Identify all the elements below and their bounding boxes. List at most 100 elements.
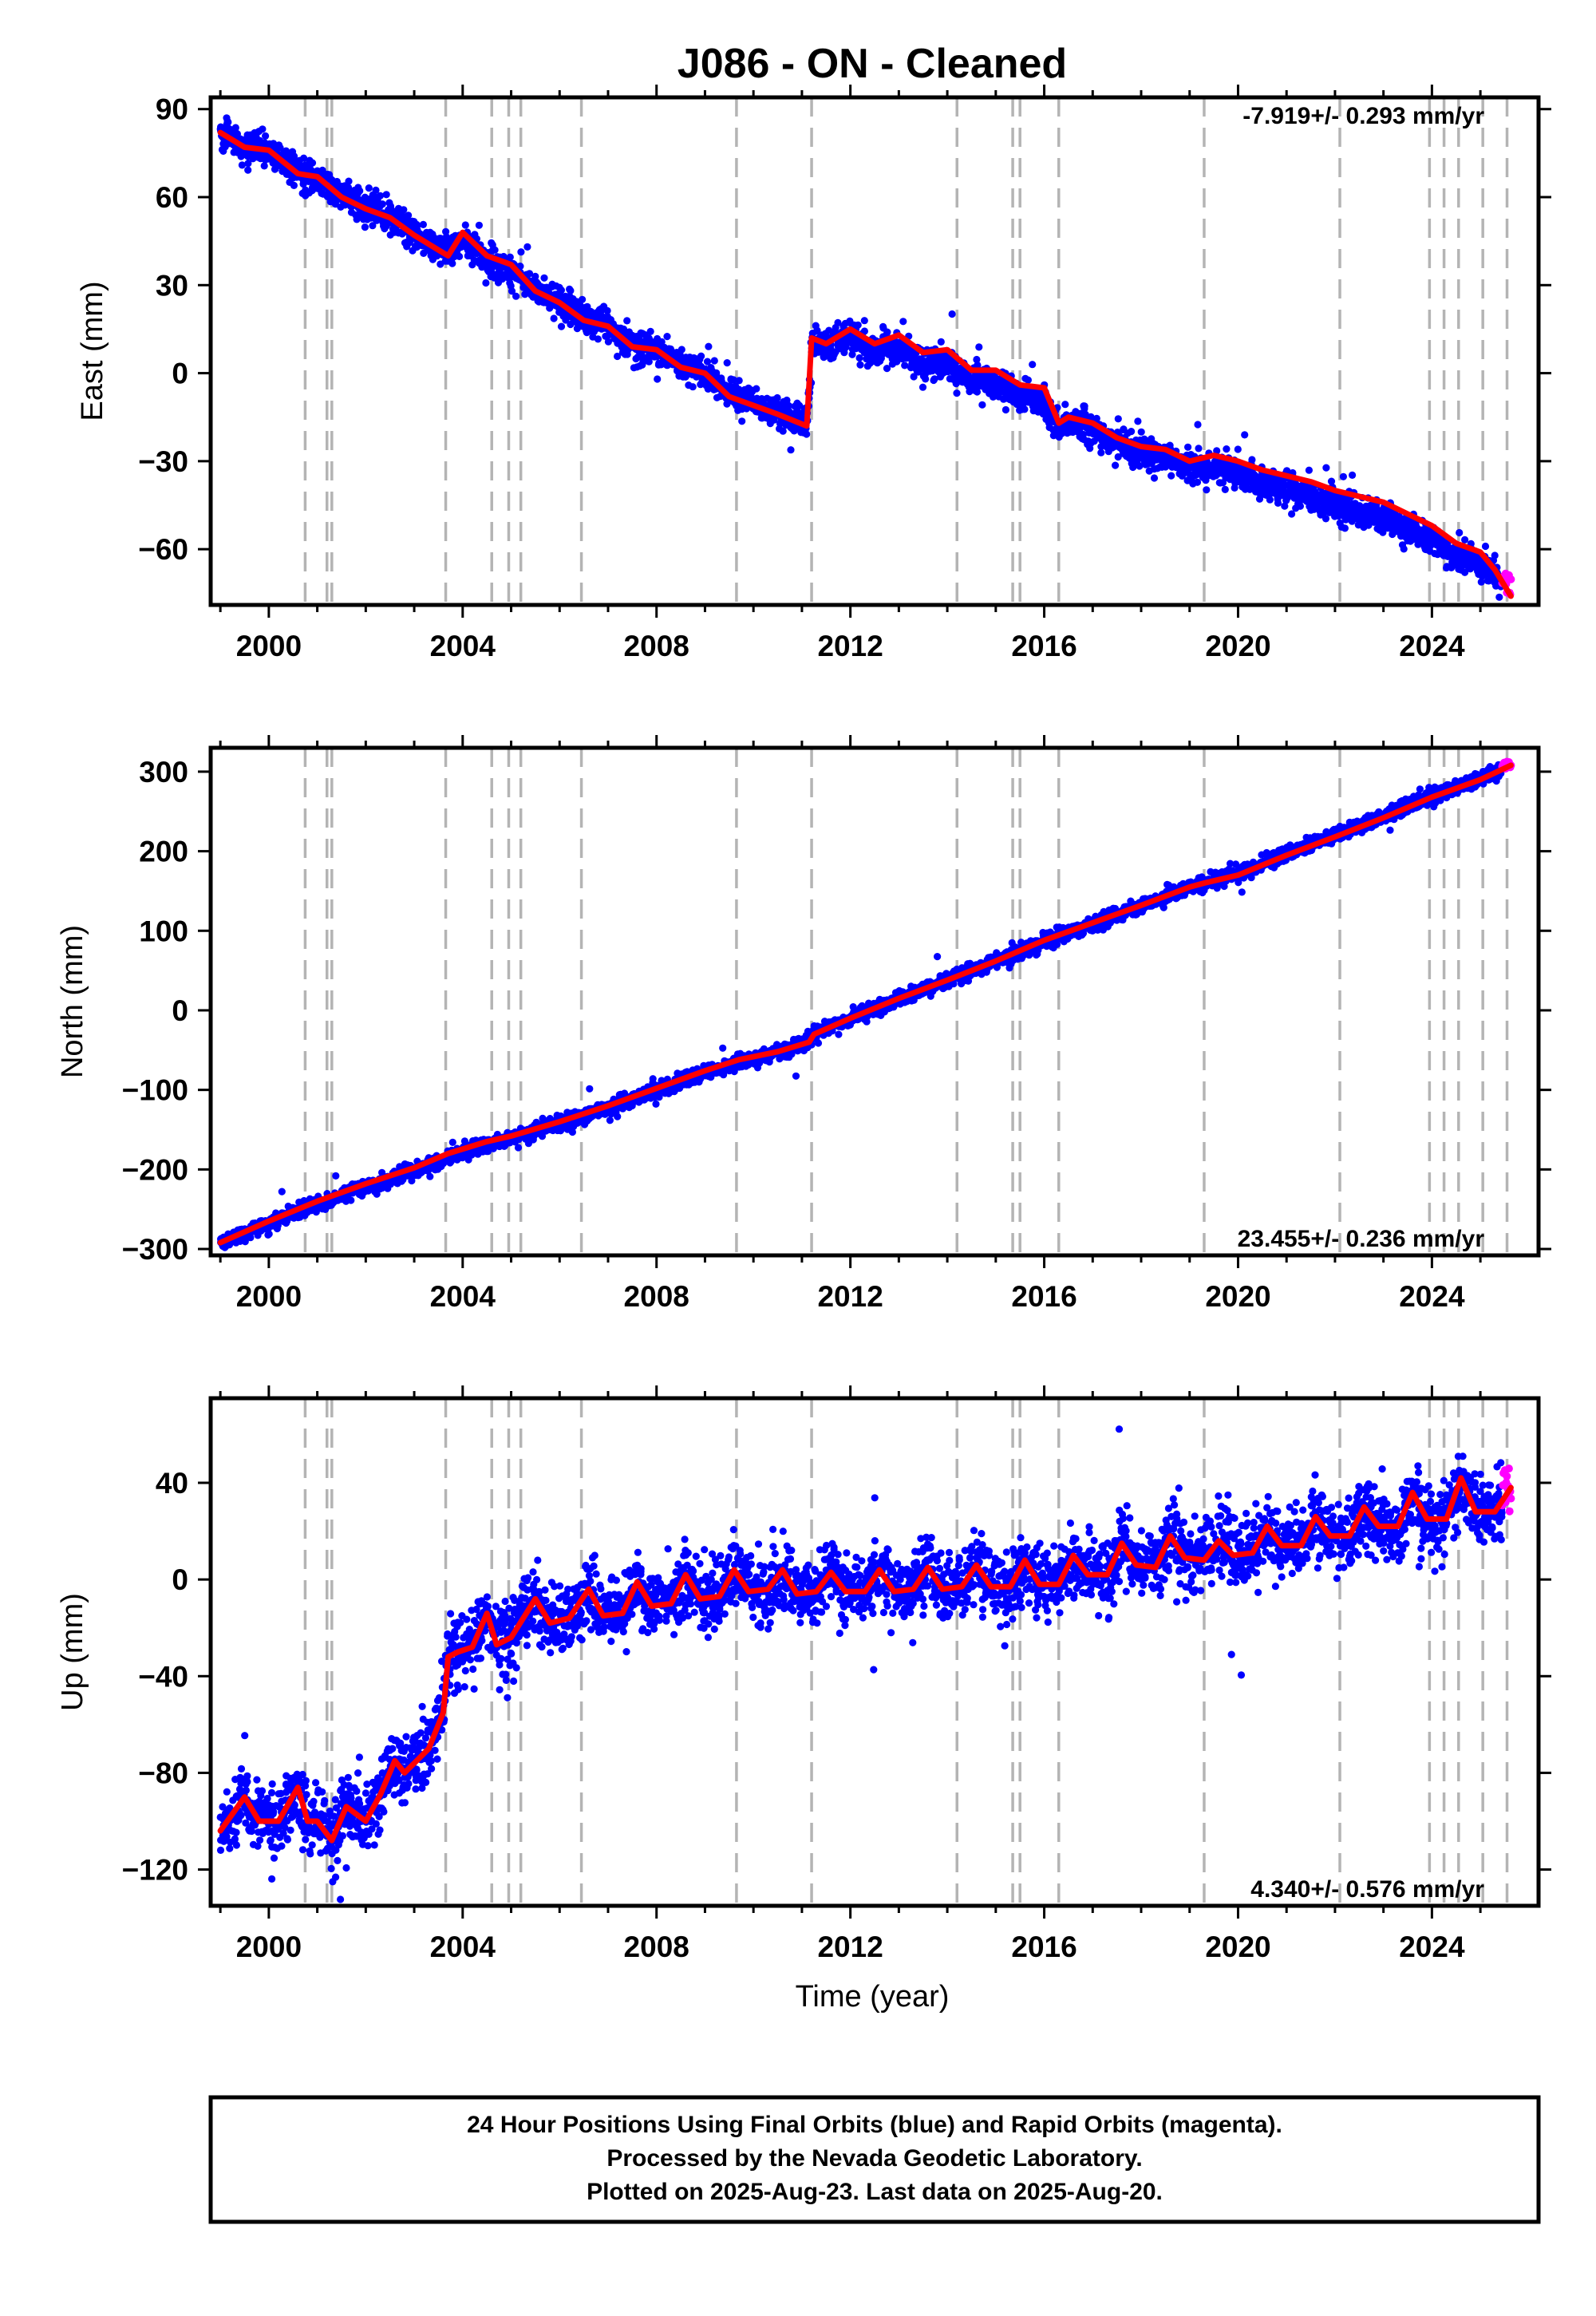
east-data-point: [262, 132, 270, 140]
east-data-point: [1296, 502, 1304, 510]
east-data-point: [1349, 471, 1357, 480]
east-data-point: [259, 125, 267, 133]
east-data-point: [1360, 524, 1368, 532]
east-rapid-point: [1507, 575, 1515, 583]
east-data-point: [475, 221, 484, 229]
east-data-point: [508, 287, 516, 295]
east-data-point: [238, 161, 246, 169]
east-data-point: [365, 184, 373, 192]
east-data-point: [638, 354, 647, 362]
east-data-point: [1150, 474, 1159, 482]
east-x-ticks: 2000 2004 2008 2012 2016 2020 2024: [219, 85, 1482, 662]
east-data-point: [525, 270, 534, 278]
north-data-point: [426, 1172, 434, 1180]
east-data-point: [345, 177, 353, 185]
east-data-point: [506, 253, 514, 261]
east-data-point: [1266, 496, 1274, 504]
north-panel: 2000 2004 2008 2012 2016 2020 2024 −300−200−10…: [56, 735, 1551, 1313]
north-data-point: [265, 1230, 273, 1238]
east-data-point: [594, 335, 602, 343]
east-y-tick-label: −30: [138, 445, 188, 478]
east-data-point: [290, 152, 298, 160]
east-y-tick-label: 60: [156, 181, 188, 214]
east-data-point: [856, 361, 864, 369]
east-data-point: [557, 287, 566, 294]
east-data-point: [618, 343, 626, 351]
east-data-point: [413, 220, 421, 228]
east-data-point: [975, 343, 983, 351]
east-x-tick-label: 2008: [624, 630, 689, 662]
east-data-point: [356, 187, 364, 195]
east-data-point: [1481, 542, 1490, 551]
east-data-point: [787, 446, 795, 454]
east-data-point: [1495, 593, 1503, 601]
east-data-point: [482, 279, 490, 287]
east-data-point: [1024, 376, 1032, 384]
east-x-tick-label: 2004: [430, 630, 496, 662]
east-data-point: [723, 359, 731, 367]
east-x-tick-label: 2012: [817, 630, 883, 662]
east-x-tick-label: 2024: [1399, 630, 1465, 662]
east-data-point: [540, 274, 548, 282]
east-data-point: [361, 223, 369, 231]
east-data-point: [244, 166, 252, 174]
east-data-point: [1424, 528, 1432, 536]
east-data-point: [1061, 401, 1069, 409]
east-data-point: [918, 383, 927, 391]
east-x-tick-label: 2020: [1205, 630, 1270, 662]
east-data-point: [738, 417, 746, 425]
east-data-point: [1321, 515, 1330, 523]
east-data-point: [803, 430, 811, 438]
east-y-tick-label: 90: [156, 93, 188, 126]
east-data-point: [456, 252, 464, 260]
east-y-tick-label: −60: [138, 533, 188, 566]
east-data-point: [1184, 443, 1192, 451]
east-data-point: [372, 186, 380, 194]
east-data-point: [378, 200, 386, 208]
east-data-point: [461, 221, 469, 229]
north-data-point: [606, 1117, 614, 1124]
east-data-point: [308, 159, 317, 167]
east-data-point: [689, 383, 697, 391]
east-data-point: [735, 377, 743, 385]
east-data-point: [978, 401, 986, 409]
east-y-tick-label: 30: [156, 269, 188, 302]
east-data-point: [883, 328, 891, 336]
east-data-point: [224, 118, 232, 126]
east-data-point: [1234, 445, 1242, 453]
east-data-point: [697, 352, 705, 360]
east-data-point: [1134, 417, 1142, 425]
east-data-point: [1148, 457, 1156, 466]
east-data-point: [1071, 427, 1079, 435]
east-data-point: [758, 414, 766, 422]
east-data-point: [753, 385, 760, 393]
east-data-point: [1223, 445, 1231, 453]
east-data-point: [448, 259, 456, 267]
east-data-point: [1287, 481, 1295, 490]
east-data-point: [1231, 484, 1238, 492]
east-data-point: [557, 322, 566, 330]
east-data-point: [1339, 472, 1347, 480]
east-data-point: [646, 327, 654, 335]
east-data-point: [1021, 405, 1029, 413]
east-data-point: [1001, 405, 1009, 414]
east-data-point: [860, 317, 868, 325]
north-data-point: [347, 1196, 355, 1204]
east-data-point: [270, 140, 278, 148]
figure-title: J086 - ON - Cleaned: [678, 41, 1067, 87]
east-data-point: [1203, 486, 1211, 494]
east-data-point: [1491, 551, 1499, 559]
east-data-point: [663, 333, 671, 341]
east-data-point: [1080, 402, 1088, 410]
east-data-point: [517, 248, 525, 256]
east-data-point: [531, 272, 539, 280]
east-data-point: [937, 338, 945, 346]
east-data-point: [1461, 536, 1469, 544]
east-data-point: [948, 310, 956, 318]
east-data-point: [409, 247, 417, 255]
east-data-point: [550, 314, 558, 322]
east-data-point: [678, 346, 685, 354]
east-data-point: [654, 375, 662, 383]
north-data-point: [614, 1113, 622, 1120]
